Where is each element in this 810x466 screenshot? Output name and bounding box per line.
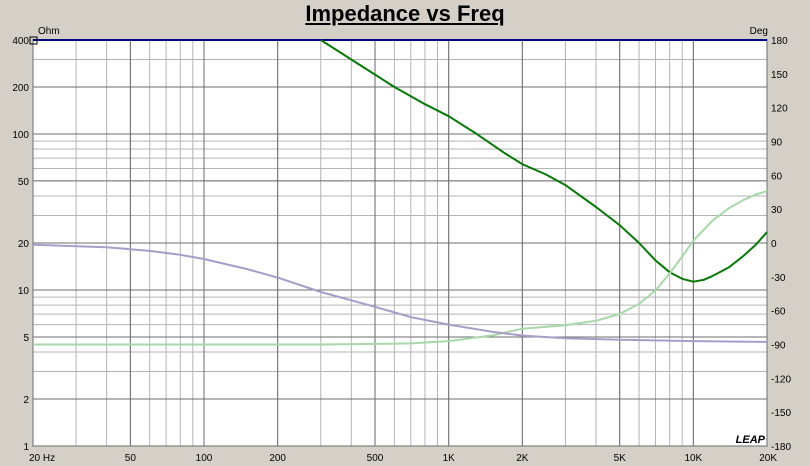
y-right-tick-label: -150 — [771, 408, 791, 419]
x-tick-label: 50 — [125, 453, 137, 464]
axis-labels: 20 Hz 50 100 200 500 1K 2K 5K 10K 20K 1 2 5 10 20 50 100… — [12, 36, 791, 464]
y-right-tick-label: 120 — [771, 104, 788, 115]
chart-title: Impedance vs Freq — [305, 1, 505, 26]
right-axis-unit: Deg — [750, 26, 768, 37]
x-tick-label: 100 — [196, 453, 213, 464]
y-left-tick-label: 1 — [23, 442, 29, 453]
x-tick-label: 500 — [367, 453, 384, 464]
series-line — [320, 39, 768, 283]
y-right-tick-label: 0 — [771, 239, 777, 250]
x-tick-label: 20 Hz — [29, 453, 55, 464]
x-tick-label: 5K — [614, 453, 627, 464]
series-layer — [32, 39, 768, 346]
y-right-tick-label: -30 — [771, 273, 786, 284]
y-right-tick-label: 90 — [771, 138, 783, 149]
series-line — [33, 190, 768, 346]
left-axis-unit: Ohm — [38, 26, 60, 37]
major-grid — [32, 39, 768, 447]
x-tick-label: 20K — [759, 453, 777, 464]
y-left-tick-label: 2 — [23, 395, 29, 406]
x-tick-label: 2K — [516, 453, 529, 464]
y-left-tick-label: 20 — [18, 239, 30, 250]
y-right-tick-label: -180 — [771, 442, 791, 453]
y-left-tick-label: 100 — [12, 130, 29, 141]
y-right-tick-label: -90 — [771, 341, 786, 352]
y-right-tick-label: 60 — [771, 171, 783, 182]
y-left-tick-label: 50 — [18, 177, 30, 188]
y-left-tick-label: 200 — [12, 83, 29, 94]
y-right-tick-label: 150 — [771, 70, 788, 81]
y-right-tick-label: 180 — [771, 36, 788, 47]
y-right-tick-label: -120 — [771, 374, 791, 385]
y-right-tick-label: -60 — [771, 307, 786, 318]
x-tick-label: 10K — [684, 453, 702, 464]
y-left-tick-label: 10 — [18, 286, 30, 297]
x-tick-label: 1K — [443, 453, 456, 464]
x-tick-label: 200 — [269, 453, 286, 464]
leap-logo: LEAP — [736, 434, 766, 446]
cursor-marker — [29, 36, 38, 45]
y-left-tick-label: 5 — [23, 333, 29, 344]
y-right-tick-label: 30 — [771, 205, 783, 216]
y-left-tick-label: 400 — [12, 36, 29, 47]
series-line — [32, 243, 768, 343]
